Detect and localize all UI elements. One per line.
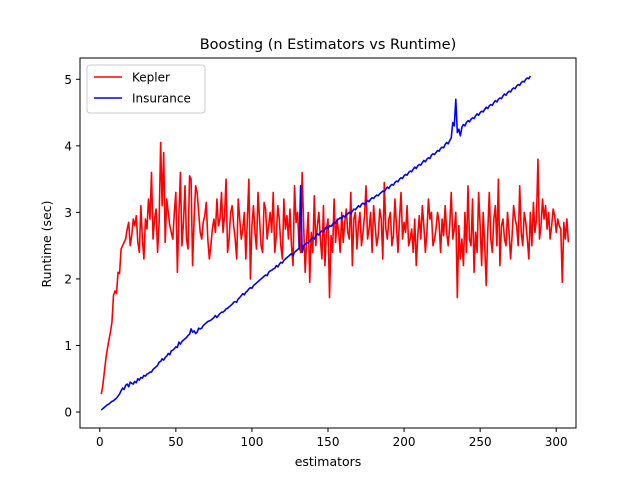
x-tick-label: 200 xyxy=(393,435,416,449)
y-tick-label: 2 xyxy=(64,272,72,286)
x-tick-label: 50 xyxy=(168,435,183,449)
legend: Kepler Insurance xyxy=(86,64,206,114)
y-tick-label: 3 xyxy=(64,206,72,220)
x-tick-label: 100 xyxy=(240,435,263,449)
legend-label-kepler: Kepler xyxy=(132,71,170,85)
legend-label-insurance: Insurance xyxy=(132,92,191,106)
x-tick-label: 300 xyxy=(545,435,568,449)
series-line-insurance xyxy=(100,75,532,411)
series-line-kepler xyxy=(100,141,570,395)
y-tick-label: 1 xyxy=(64,339,72,353)
plot-area xyxy=(100,75,570,411)
x-tick-label: 150 xyxy=(317,435,340,449)
x-axis-label: estimators xyxy=(295,454,362,469)
x-axis-ticks: 0 50 100 150 200 250 300 xyxy=(96,428,568,449)
chart-title: Boosting (n Estimators vs Runtime) xyxy=(200,37,457,53)
y-tick-label: 4 xyxy=(64,139,72,153)
y-axis-ticks: 0 1 2 3 4 5 xyxy=(64,73,80,420)
series-layer xyxy=(100,75,570,411)
x-tick-label: 250 xyxy=(469,435,492,449)
y-axis-label: Runtime (sec) xyxy=(39,200,54,287)
y-tick-label: 0 xyxy=(64,406,72,420)
x-tick-label: 0 xyxy=(96,435,104,449)
plot-frame xyxy=(79,57,577,429)
y-tick-label: 5 xyxy=(64,73,72,87)
